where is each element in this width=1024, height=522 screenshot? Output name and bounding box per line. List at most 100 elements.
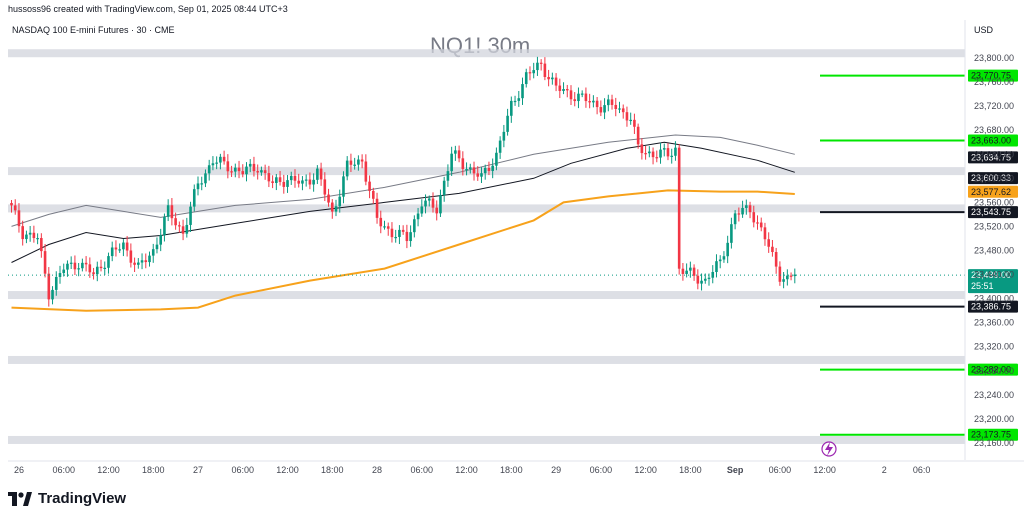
candle-body bbox=[308, 179, 312, 185]
candle-body bbox=[655, 157, 659, 159]
candle-body bbox=[625, 112, 629, 121]
candle-body bbox=[569, 90, 573, 100]
candle-body bbox=[99, 266, 103, 269]
last-price-label: 23,439.00 bbox=[971, 270, 1011, 280]
candle-body bbox=[718, 259, 722, 262]
indicator-price-label: 23,577.62 bbox=[971, 187, 1011, 197]
time-axis-tick: 06:00 bbox=[231, 465, 254, 475]
candle-body bbox=[196, 183, 200, 190]
candle-body bbox=[353, 164, 356, 166]
candle-body bbox=[759, 222, 763, 228]
candle-body bbox=[386, 226, 390, 229]
candle-body bbox=[383, 226, 386, 228]
candle-body bbox=[517, 98, 521, 101]
candle-body bbox=[263, 170, 267, 174]
candle-body bbox=[607, 99, 610, 106]
levels-layer: 23,770.75 23,663.00 23,543.75 23,386.75 23,2… bbox=[8, 69, 1018, 457]
candle-body bbox=[674, 147, 677, 156]
moving-average-line bbox=[11, 189, 795, 312]
candle-body bbox=[662, 148, 666, 150]
candle-body bbox=[730, 224, 733, 243]
candle-body bbox=[603, 105, 606, 113]
candle-body bbox=[565, 89, 569, 91]
candle-body bbox=[204, 173, 207, 184]
candle-body bbox=[577, 93, 580, 102]
candle-body bbox=[301, 180, 304, 184]
candle-body bbox=[715, 261, 718, 273]
candle-body bbox=[289, 175, 293, 181]
price-axis-tick: 23,160.00 bbox=[974, 438, 1014, 448]
candle-body bbox=[446, 171, 450, 181]
candle-body bbox=[465, 169, 468, 171]
candle-body bbox=[599, 107, 603, 113]
candle-body bbox=[689, 267, 692, 271]
moving-averages-layer bbox=[11, 134, 795, 312]
candle-body bbox=[651, 151, 655, 158]
zone-band bbox=[8, 435, 965, 444]
candle-body bbox=[640, 144, 644, 154]
indicator-price-tag bbox=[968, 151, 1018, 164]
price-level-tag bbox=[968, 363, 1018, 376]
candle-body bbox=[155, 244, 159, 250]
candle-body bbox=[692, 267, 696, 276]
candle-body bbox=[502, 131, 506, 141]
candle-body bbox=[342, 176, 345, 197]
candle-body bbox=[248, 163, 252, 167]
candle-body bbox=[457, 150, 461, 159]
candle-body bbox=[644, 153, 647, 155]
candle-body bbox=[166, 205, 170, 217]
candle-body bbox=[62, 269, 66, 274]
price-axis-tick: 23,320.00 bbox=[974, 342, 1014, 352]
candle-body bbox=[547, 76, 550, 80]
candle-body bbox=[293, 175, 297, 181]
time-axis-tick: 12:00 bbox=[276, 465, 299, 475]
zone-band bbox=[8, 204, 965, 213]
candle-body bbox=[40, 238, 43, 252]
candle-body bbox=[357, 159, 360, 165]
price-axis-tick: 23,400.00 bbox=[974, 294, 1014, 304]
candle-body bbox=[17, 210, 21, 227]
candle-body bbox=[524, 72, 528, 85]
candle-body bbox=[185, 224, 189, 234]
price-level-tag bbox=[968, 300, 1018, 313]
zones-layer bbox=[8, 49, 965, 444]
candle-body bbox=[10, 202, 13, 206]
candle-body bbox=[125, 242, 129, 251]
indicator-price-tag bbox=[968, 185, 1018, 198]
candle-body bbox=[66, 263, 69, 270]
candle-body bbox=[726, 242, 729, 257]
candle-body bbox=[468, 167, 472, 170]
candle-body bbox=[189, 206, 192, 225]
candle-body bbox=[390, 228, 394, 238]
candle-body bbox=[159, 235, 162, 245]
candle-body bbox=[748, 205, 752, 213]
moving-average-line bbox=[11, 134, 795, 227]
candle-body bbox=[319, 168, 323, 180]
zone-band bbox=[8, 49, 965, 58]
price-axis-tick: 23,520.00 bbox=[974, 221, 1014, 231]
currency-label[interactable]: USD bbox=[974, 25, 994, 35]
candle-body bbox=[360, 159, 364, 162]
candle-body bbox=[110, 247, 114, 257]
candle-body bbox=[454, 150, 457, 154]
price-axis-tick: 23,800.00 bbox=[974, 53, 1014, 63]
candle-body bbox=[286, 180, 289, 187]
candle-body bbox=[256, 171, 259, 173]
price-axis-tick: 23,600.00 bbox=[974, 173, 1014, 183]
candle-body bbox=[237, 167, 241, 172]
time-axis-tick: 18:00 bbox=[679, 465, 702, 475]
candle-body bbox=[13, 205, 17, 211]
candle-body bbox=[51, 289, 54, 300]
candle-body bbox=[666, 148, 670, 157]
candle-body bbox=[558, 85, 562, 91]
candle-body bbox=[88, 264, 92, 273]
candle-body bbox=[297, 180, 301, 184]
time-axis-tick: 2 bbox=[882, 465, 887, 475]
candle-body bbox=[782, 279, 785, 282]
candle-body bbox=[543, 63, 547, 77]
candle-body bbox=[756, 222, 759, 224]
candle-body bbox=[703, 278, 707, 281]
candle-body bbox=[610, 99, 614, 105]
candle-body bbox=[685, 270, 688, 274]
